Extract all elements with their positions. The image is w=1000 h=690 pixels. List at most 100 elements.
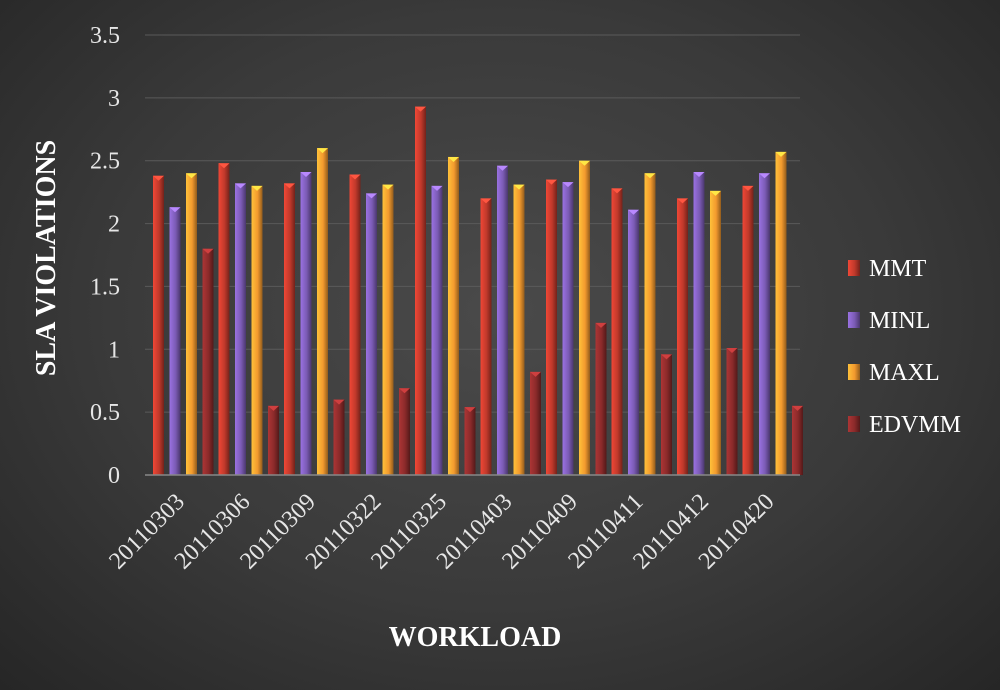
bar-minl	[169, 207, 181, 475]
bar-maxl	[775, 151, 787, 475]
bar-minl	[431, 185, 443, 475]
bar-mmt	[415, 106, 426, 476]
bar-mmt	[546, 179, 557, 476]
bar-cap	[415, 106, 426, 112]
bar-cap	[366, 193, 377, 199]
legend-label-mmt: MMT	[869, 256, 927, 282]
bar-mmt	[153, 175, 164, 476]
legend-swatch-maxl	[848, 364, 860, 380]
bar-edvmm	[661, 354, 672, 475]
y-tick-labels: 0 0.5 1 1.5 2 2.5 3 3.5	[90, 23, 120, 489]
x-axis-title: WORKLOAD	[389, 622, 562, 653]
bar-minl	[693, 172, 705, 475]
bar-maxl	[251, 185, 263, 475]
bars	[153, 106, 803, 476]
y-tick-label: 2	[108, 212, 120, 238]
bar-cap	[595, 322, 607, 328]
x-tick-labels: 2011030320110306201103092011032220110325…	[104, 489, 779, 575]
bar-cap	[186, 173, 197, 179]
bar-maxl	[448, 156, 459, 475]
y-tick-label: 0.5	[90, 400, 120, 426]
bar-minl	[497, 165, 508, 475]
bar-minl	[562, 182, 574, 476]
bar-cap	[644, 173, 656, 179]
bar-edvmm	[333, 399, 345, 475]
bar-cap	[300, 172, 312, 178]
bar-maxl	[186, 173, 197, 476]
bar-cap	[775, 151, 787, 157]
bar-mmt	[611, 188, 623, 475]
y-tick-label: 1.5	[90, 274, 120, 300]
bar-edvmm	[202, 248, 214, 475]
bar-cap	[693, 172, 705, 178]
legend-swatch-edvmm	[848, 416, 860, 432]
bar-minl	[759, 173, 770, 476]
bar-cap	[611, 188, 623, 194]
bar-minl	[300, 172, 312, 475]
bar-cap	[218, 163, 230, 169]
legend-swatch-mmt	[848, 260, 860, 276]
bar-cap	[333, 399, 345, 405]
bar-cap	[153, 175, 164, 181]
bar-cap	[710, 190, 721, 196]
bar-edvmm	[464, 407, 476, 475]
bar-cap	[497, 165, 508, 171]
y-axis-title: SLA VIOLATIONS	[31, 140, 62, 376]
legend-swatch-minl	[848, 312, 860, 328]
bar-cap	[169, 207, 181, 213]
y-tick-label: 2.5	[90, 149, 120, 175]
bar-cap	[399, 388, 410, 394]
bar-cap	[317, 148, 328, 154]
bar-cap	[464, 407, 476, 413]
bar-cap	[448, 156, 459, 162]
bar-mmt	[677, 198, 688, 475]
bar-cap	[726, 348, 738, 354]
bar-cap	[546, 179, 557, 185]
bar-cap	[480, 198, 492, 204]
bar-minl	[235, 183, 246, 476]
y-tick-label: 1	[108, 337, 120, 363]
bar-edvmm	[792, 405, 803, 475]
bar-cap	[202, 248, 214, 254]
bar-cap	[382, 184, 394, 190]
bar-maxl	[710, 190, 721, 475]
bar-edvmm	[530, 371, 541, 475]
y-tick-label: 0	[108, 463, 120, 489]
bar-mmt	[284, 183, 295, 476]
bar-maxl	[513, 184, 525, 475]
bar-cap	[579, 160, 590, 166]
bar-edvmm	[399, 388, 410, 475]
bar-mmt	[349, 174, 361, 476]
bar-minl	[628, 209, 639, 475]
bar-minl	[366, 193, 377, 475]
bar-cap	[562, 182, 574, 188]
bar-mmt	[480, 198, 492, 475]
legend-label-maxl: MAXL	[869, 360, 940, 386]
bar-edvmm	[595, 322, 607, 475]
bar-cap	[759, 173, 770, 179]
bar-cap	[661, 354, 672, 360]
bar-maxl	[317, 148, 328, 475]
bar-cap	[284, 183, 295, 189]
bar-maxl	[579, 160, 590, 475]
bar-cap	[513, 184, 525, 190]
y-tick-label: 3	[108, 86, 120, 112]
bar-mmt	[218, 163, 230, 475]
bar-cap	[530, 371, 541, 377]
bar-cap	[268, 405, 279, 411]
bar-cap	[431, 185, 443, 191]
y-tick-label: 3.5	[90, 23, 120, 49]
bar-cap	[349, 174, 361, 180]
legend-label-minl: MINL	[869, 308, 930, 334]
bar-cap	[792, 405, 803, 411]
bar-maxl	[644, 173, 656, 476]
bar-cap	[251, 185, 263, 191]
bar-cap	[235, 183, 246, 189]
bar-cap	[677, 198, 688, 204]
bar-cap	[628, 209, 639, 215]
bar-mmt	[742, 185, 754, 475]
bar-cap	[742, 185, 754, 191]
legend: MMT MINL MAXL EDVMM	[848, 256, 961, 438]
bar-edvmm	[268, 405, 279, 475]
